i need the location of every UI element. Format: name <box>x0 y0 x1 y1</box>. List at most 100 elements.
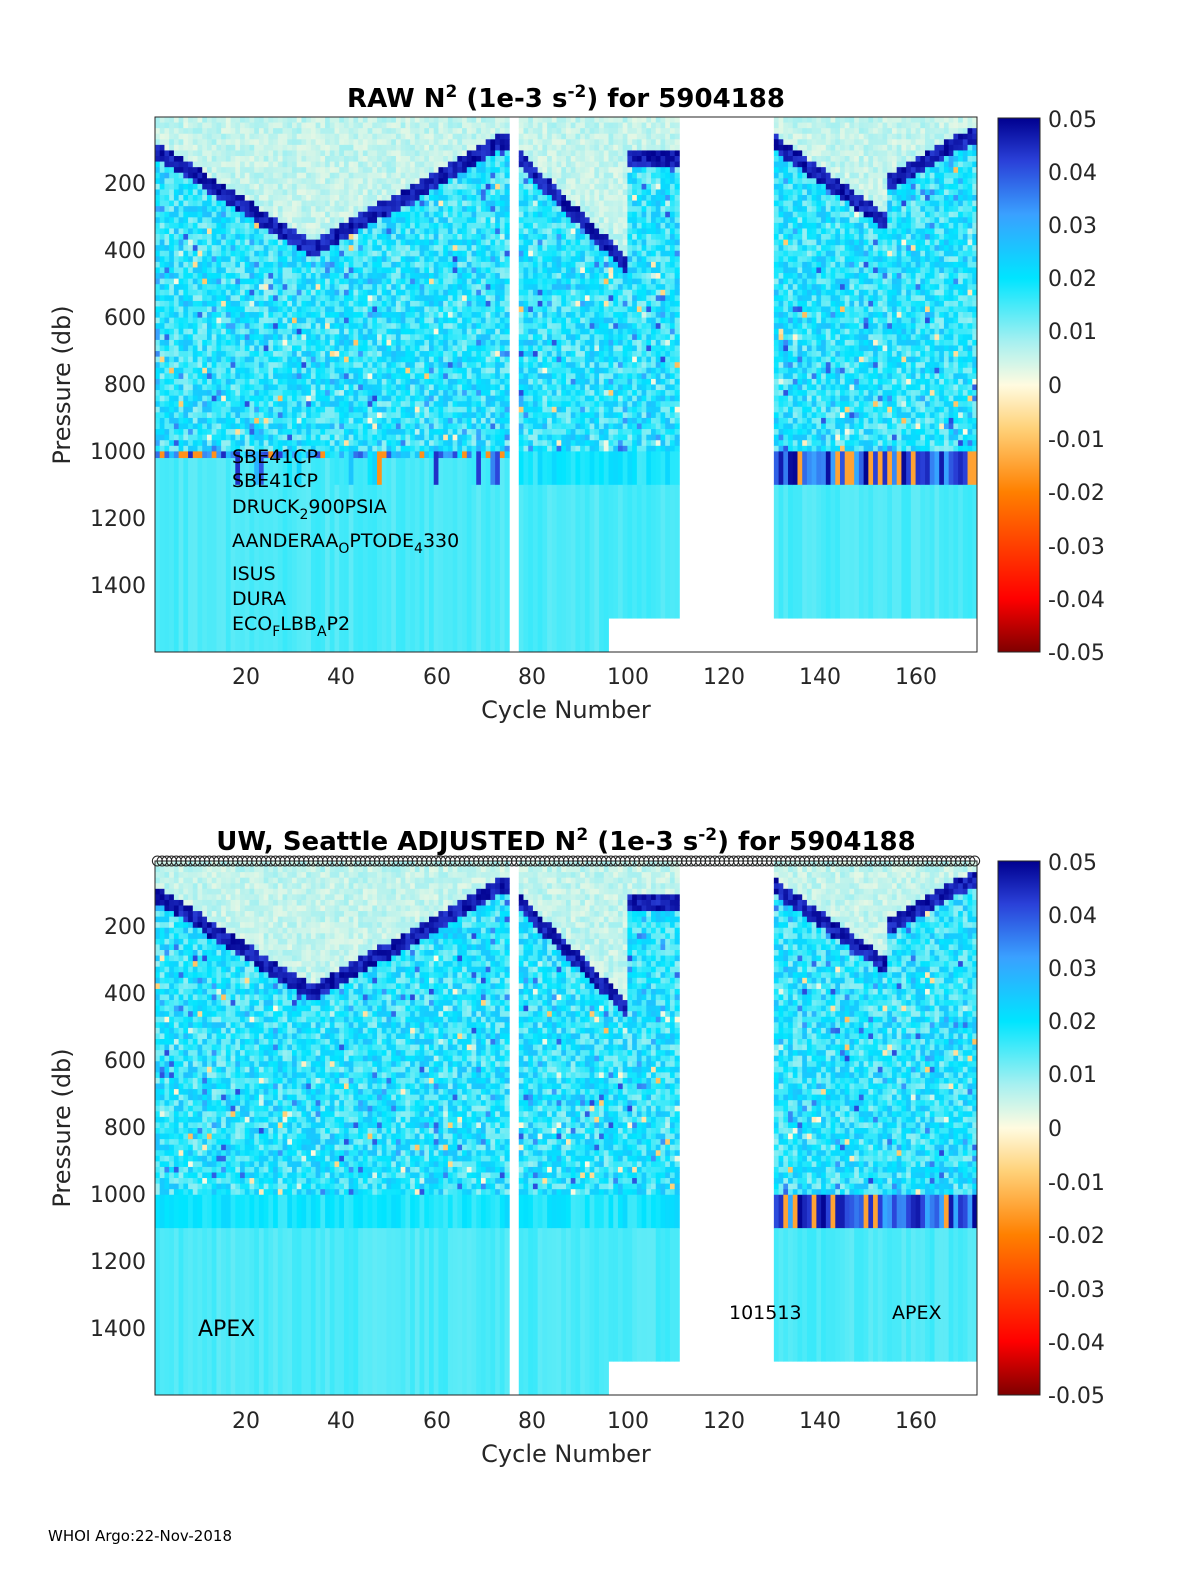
heatmap-cell <box>292 329 297 335</box>
heatmap-cell <box>268 290 273 296</box>
heatmap-cell <box>183 396 188 402</box>
heatmap-cell <box>316 240 321 246</box>
heatmap-cell <box>297 128 302 134</box>
heatmap-cell <box>188 201 193 207</box>
heatmap-cell <box>155 329 160 335</box>
heatmap-cell <box>316 251 321 257</box>
heatmap-cell <box>193 357 198 363</box>
heatmap-cell <box>254 418 259 424</box>
heatmap-cell <box>231 251 236 257</box>
heatmap-cell <box>202 195 207 201</box>
heatmap-cell <box>268 223 273 229</box>
heatmap-cell <box>226 373 231 379</box>
heatmap-cell <box>202 407 207 413</box>
heatmap-cell <box>169 245 174 251</box>
heatmap-cell <box>216 201 221 207</box>
heatmap-cell <box>193 173 198 179</box>
heatmap-cell <box>235 396 240 402</box>
heatmap-cell <box>160 373 165 379</box>
heatmap-cell <box>231 284 236 290</box>
heatmap-cell <box>198 401 203 407</box>
heatmap-cell <box>179 401 184 407</box>
heatmap-cell <box>155 184 160 190</box>
heatmap-cell <box>202 429 207 435</box>
heatmap-cell <box>164 390 169 396</box>
heatmap-cell <box>240 396 245 402</box>
heatmap-cell <box>226 173 231 179</box>
heatmap-cell <box>198 290 203 296</box>
heatmap-cell <box>245 351 250 357</box>
heatmap-cell <box>207 412 212 418</box>
heatmap-cell <box>216 446 221 452</box>
heatmap-cell <box>245 267 250 273</box>
heatmap-cell <box>160 167 165 173</box>
heatmap-cell <box>183 212 188 218</box>
heatmap-cell <box>188 323 193 329</box>
heatmap-cell <box>169 150 174 156</box>
heatmap-cell <box>212 290 217 296</box>
heatmap-cell <box>183 189 188 195</box>
heatmap-cell <box>306 373 311 379</box>
heatmap-cell <box>207 167 212 173</box>
heatmap-cell <box>179 145 184 151</box>
heatmap-cell <box>240 251 245 257</box>
heatmap-cell <box>316 228 321 234</box>
heatmap-cell <box>202 295 207 301</box>
heatmap-cell <box>169 312 174 318</box>
heatmap-cell <box>240 279 245 285</box>
heatmap-cell <box>311 139 316 145</box>
heatmap-cell <box>306 145 311 151</box>
heatmap-cell <box>164 340 169 346</box>
heatmap-cell <box>240 306 245 312</box>
heatmap-cell <box>169 223 174 229</box>
heatmap-cell <box>297 295 302 301</box>
heatmap-cell <box>169 279 174 285</box>
heatmap-cell <box>231 334 236 340</box>
heatmap-cell <box>231 167 236 173</box>
heatmap-cell <box>226 385 231 391</box>
heatmap-cell <box>198 134 203 140</box>
heatmap-cell <box>245 206 250 212</box>
heatmap-cell <box>245 312 250 318</box>
heatmap-cell <box>169 167 174 173</box>
heatmap-cell <box>179 424 184 430</box>
heatmap-cell <box>268 228 273 234</box>
heatmap-cell <box>188 284 193 290</box>
heatmap-cell <box>254 362 259 368</box>
heatmap-cell <box>245 178 250 184</box>
heatmap-cell <box>169 195 174 201</box>
heatmap-cell <box>193 234 198 240</box>
heatmap-cell <box>198 334 203 340</box>
heatmap-cell <box>301 162 306 168</box>
heatmap-cell <box>226 273 231 279</box>
heatmap-cell <box>207 134 212 140</box>
heatmap-cell <box>297 412 302 418</box>
heatmap-cell <box>306 362 311 368</box>
heatmap-cell <box>297 312 302 318</box>
heatmap-cell <box>231 435 236 441</box>
heatmap-cell <box>249 357 254 363</box>
heatmap-cell <box>188 340 193 346</box>
heatmap-cell <box>169 385 174 391</box>
heatmap-cell <box>155 396 160 402</box>
heatmap-cell <box>231 273 236 279</box>
heatmap-cell <box>245 150 250 156</box>
heatmap-cell <box>254 156 259 162</box>
heatmap-cell <box>207 312 212 318</box>
heatmap-cell <box>179 385 184 391</box>
heatmap-cell <box>240 256 245 262</box>
heatmap-cell <box>198 150 203 156</box>
heatmap-cell <box>249 312 254 318</box>
heatmap-cell <box>174 256 179 262</box>
heatmap-cell <box>169 429 174 435</box>
heatmap-cell <box>297 435 302 441</box>
heatmap-cell <box>164 267 169 273</box>
heatmap-cell <box>202 424 207 430</box>
heatmap-cell <box>240 312 245 318</box>
heatmap-cell <box>301 429 306 435</box>
heatmap-cell <box>188 212 193 218</box>
heatmap-cell <box>188 134 193 140</box>
heatmap-cell <box>221 284 226 290</box>
heatmap-cell <box>278 223 283 229</box>
heatmap-cell <box>306 267 311 273</box>
